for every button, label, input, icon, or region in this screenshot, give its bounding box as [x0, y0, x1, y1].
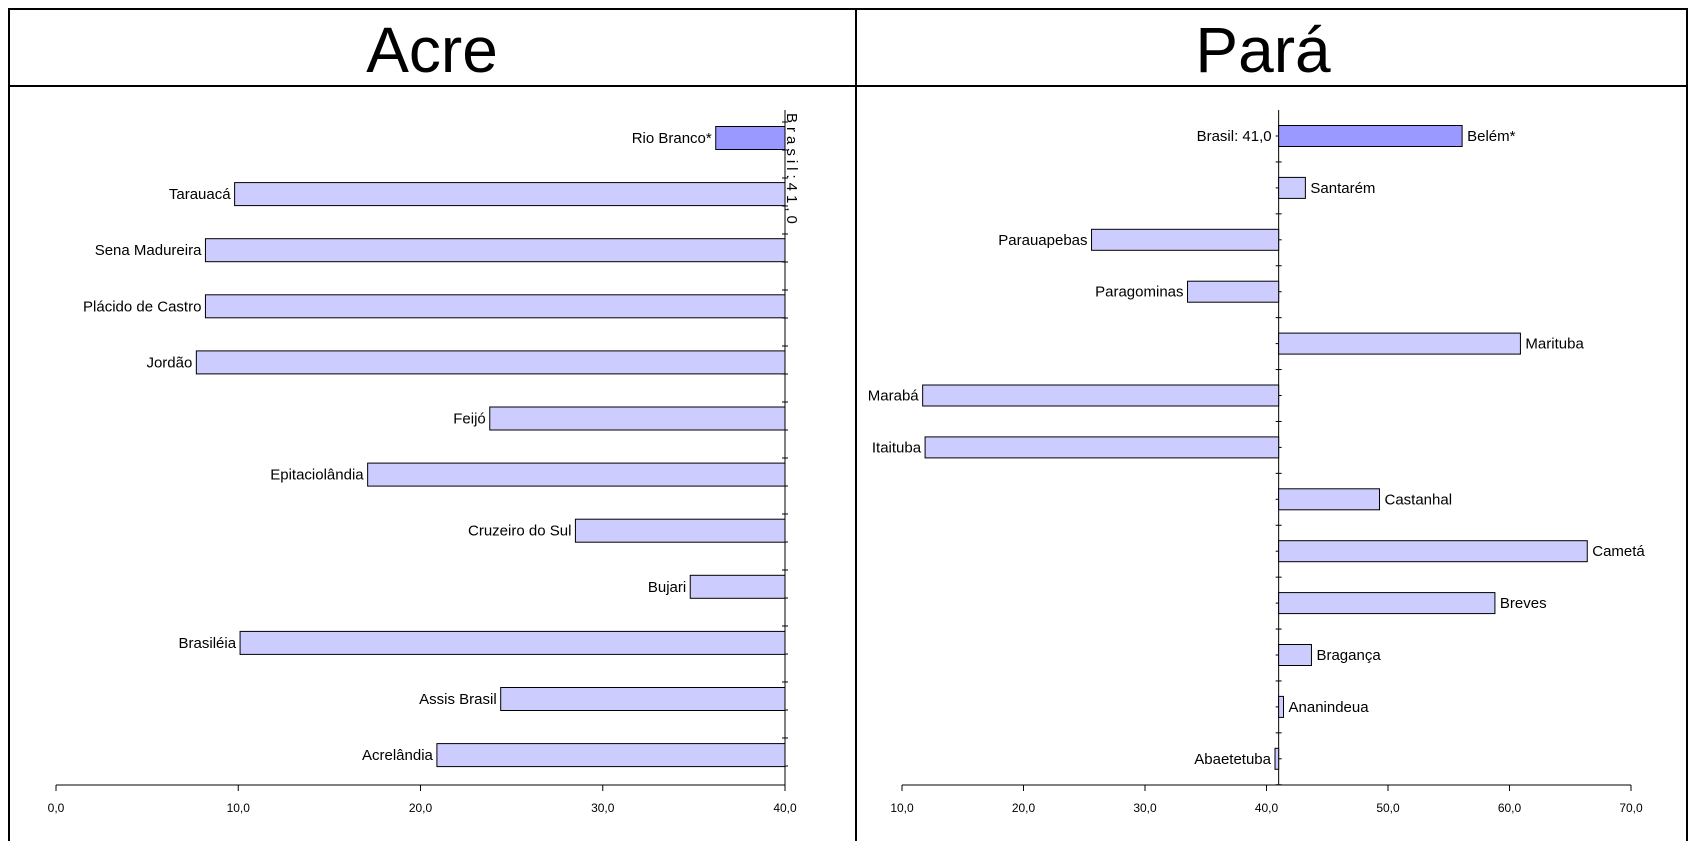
acre-bar-label-bujari: Bujari: [648, 579, 686, 596]
para-bar-label-paragominas: Paragominas: [1095, 284, 1183, 301]
acre-bar-label-feijo: Feijó: [453, 411, 486, 428]
para-x-tick-label: 30,0: [1133, 801, 1157, 815]
para-bar-label-parauapebas: Parauapebas: [998, 232, 1087, 249]
para-panel: 10,0 20,0 30,0 40,0 50,0 60,0 70,0 Brasil: 41,0…: [868, 110, 1645, 815]
acre-bar-brasileia: [239, 630, 786, 655]
acre-bar-label-brasileia: Brasiléia: [179, 635, 237, 652]
para-x-tick-label: 50,0: [1376, 801, 1400, 815]
acre-bar-label-epitaciolandia: Epitaciolândia: [270, 467, 364, 484]
acre-reference-label: Brasil:41,0: [783, 113, 800, 228]
acre-bar-tarauaca: [234, 182, 786, 207]
acre-bar-label-cruzeiro-do-sul: Cruzeiro do Sul: [468, 523, 571, 540]
acre-bar-label-acrelandia: Acrelândia: [362, 747, 434, 764]
para-bar-abaetetuba: [1274, 747, 1280, 770]
para-bar-paragominas: [1187, 280, 1280, 303]
acre-bar-jordao: [195, 350, 786, 375]
acre-bar-epitaciolandia: [367, 462, 786, 487]
acre-bar-sena-madureira: [204, 238, 786, 263]
para-reference-label: Brasil: 41,0: [1197, 128, 1272, 145]
acre-bar-feijo: [489, 406, 786, 431]
acre-title: Acre: [366, 14, 498, 86]
acre-x-tick-label: 10,0: [227, 801, 251, 815]
para-x-tick-label: 60,0: [1498, 801, 1522, 815]
para-bar-label-santarem: Santarém: [1310, 180, 1375, 197]
acre-x-tick-label: 20,0: [409, 801, 433, 815]
para-bar-label-belem: Belém*: [1467, 128, 1516, 145]
para-bar-label-abaetetuba: Abaetetuba: [1194, 751, 1271, 768]
acre-x-tick-label: 30,0: [591, 801, 615, 815]
para-bar-ananindeua: [1278, 695, 1285, 718]
acre-bar-label-rio-branco: Rio Branco*: [632, 130, 712, 147]
acre-bar-acrelandia: [436, 743, 786, 768]
acre-bar-label-tarauaca: Tarauacá: [169, 186, 231, 203]
para-x-tick-label: 20,0: [1012, 801, 1036, 815]
para-bar-santarem: [1278, 176, 1306, 199]
para-bar-label-breves: Breves: [1500, 595, 1547, 612]
para-bar-label-itaituba: Itaituba: [872, 439, 922, 456]
acre-bar-label-sena-madureira: Sena Madureira: [95, 242, 202, 259]
para-bar-parauapebas: [1091, 228, 1280, 251]
figure-frame: [8, 8, 1688, 846]
para-bar-label-cameta: Cametá: [1592, 543, 1645, 560]
para-bar-label-marituba: Marituba: [1525, 336, 1584, 353]
acre-bar-bujari: [689, 574, 786, 599]
para-bar-itaituba: [924, 436, 1280, 459]
para-bar-cameta: [1278, 540, 1588, 563]
acre-bar-label-placido-de-castro: Plácido de Castro: [83, 298, 201, 315]
acre-bar-label-assis-brasil: Assis Brasil: [419, 691, 497, 708]
para-bar-breves: [1278, 592, 1496, 615]
para-bar-castanhal: [1278, 488, 1380, 511]
para-title: Pará: [1195, 14, 1331, 86]
acre-bar-rio-branco: [715, 126, 786, 150]
acre-x-tick-label: 0,0: [48, 801, 65, 815]
para-x-tick-label: 40,0: [1255, 801, 1279, 815]
acre-x-tick-label: 40,0: [773, 801, 797, 815]
para-bar-marituba: [1278, 332, 1521, 355]
para-bar-maraba: [922, 384, 1280, 407]
para-x-tick-label: 70,0: [1619, 801, 1643, 815]
acre-bar-cruzeiro-do-sul: [574, 518, 786, 543]
para-bar-belem: [1278, 125, 1463, 147]
acre-bar-label-jordao: Jordão: [146, 354, 192, 371]
para-bar-label-castanhal: Castanhal: [1384, 491, 1452, 508]
para-bar-label-braganca: Bragança: [1316, 647, 1381, 664]
acre-bar-assis-brasil: [500, 687, 786, 711]
para-bar-label-maraba: Marabá: [868, 388, 920, 405]
para-bar-braganca: [1278, 644, 1312, 666]
acre-bar-placido-de-castro: [204, 294, 786, 319]
para-x-tick-label: 10,0: [890, 801, 914, 815]
para-bar-label-ananindeua: Ananindeua: [1289, 699, 1370, 716]
acre-panel: 0,0 10,0 20,0 30,0 40,0 Rio Branco* Tarauacá Se…: [48, 110, 797, 815]
